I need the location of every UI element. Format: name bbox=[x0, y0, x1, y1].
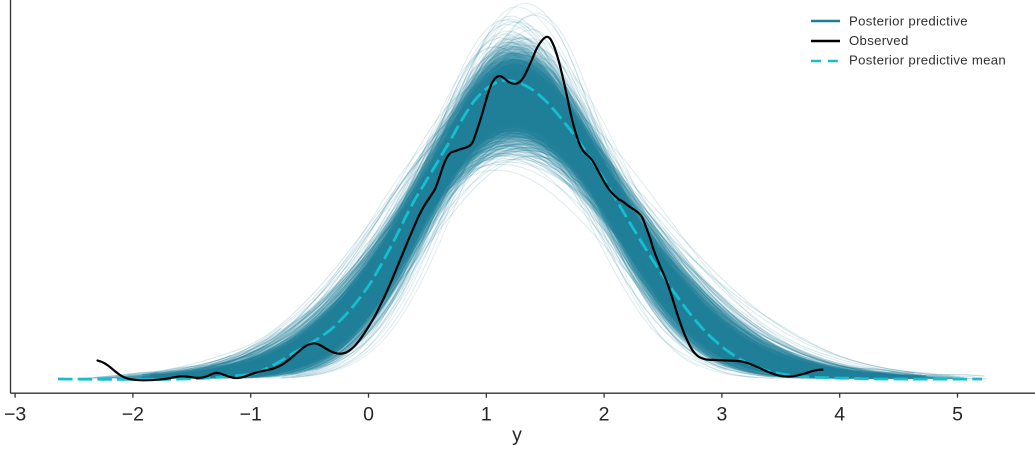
svg-text:1: 1 bbox=[481, 404, 492, 426]
svg-text:2: 2 bbox=[599, 404, 610, 426]
svg-text:−3: −3 bbox=[4, 404, 26, 426]
svg-text:−1: −1 bbox=[240, 404, 262, 426]
svg-text:Posterior predictive mean: Posterior predictive mean bbox=[849, 52, 1006, 67]
svg-text:4: 4 bbox=[834, 404, 845, 426]
svg-text:Observed: Observed bbox=[849, 33, 909, 48]
svg-text:y: y bbox=[512, 424, 522, 446]
svg-text:−2: −2 bbox=[122, 404, 144, 426]
svg-text:Posterior predictive: Posterior predictive bbox=[849, 13, 968, 28]
svg-text:5: 5 bbox=[952, 404, 963, 426]
svg-text:0: 0 bbox=[363, 404, 374, 426]
svg-text:3: 3 bbox=[716, 404, 727, 426]
